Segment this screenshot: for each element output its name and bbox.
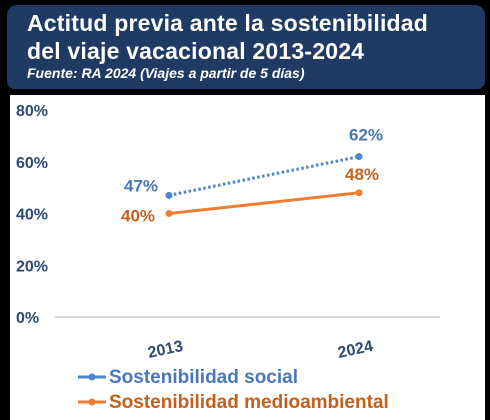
data-label: 47% bbox=[124, 176, 158, 195]
data-point bbox=[165, 191, 173, 199]
data-label: 48% bbox=[345, 165, 379, 184]
legend-marker bbox=[88, 373, 96, 381]
data-point bbox=[165, 210, 173, 217]
data-point bbox=[355, 153, 363, 161]
y-tick-label: 40% bbox=[16, 207, 48, 224]
y-tick-label: 80% bbox=[16, 103, 48, 120]
data-point bbox=[355, 189, 363, 197]
x-tick-label: 2024 bbox=[336, 338, 374, 362]
legend-label: Sostenibilidad social bbox=[109, 367, 298, 388]
y-tick-label: 0% bbox=[16, 310, 39, 327]
chart-panel: 0% 20% 40% 60% 80% 2013 2024 47% 62% 40% 48% Sosten… bbox=[10, 95, 485, 420]
y-tick-label: 60% bbox=[16, 155, 48, 172]
series-line bbox=[168, 155, 360, 197]
series-line bbox=[168, 191, 360, 215]
chart-title-line-1: Actitud previa ante la sostenibilidad bbox=[27, 10, 429, 36]
chart-title-line-2: del viaje vacacional 2013-2024 bbox=[27, 38, 365, 64]
data-label: 62% bbox=[349, 126, 383, 145]
line-chart: 0% 20% 40% 60% 80% 2013 2024 47% 62% 40% 48% Sosten… bbox=[16, 103, 440, 413]
y-tick-label: 20% bbox=[16, 258, 48, 275]
x-tick-label: 2013 bbox=[146, 338, 184, 362]
legend-marker bbox=[88, 398, 96, 406]
data-label: 40% bbox=[121, 207, 155, 226]
chart-source-note: Fuente: RA 2024 (Viajes a partir de 5 dí… bbox=[27, 65, 305, 81]
legend-label: Sostenibilidad medioambiental bbox=[109, 392, 389, 413]
chart-title-banner: Actitud previa ante la sostenibilidad de… bbox=[7, 5, 485, 89]
